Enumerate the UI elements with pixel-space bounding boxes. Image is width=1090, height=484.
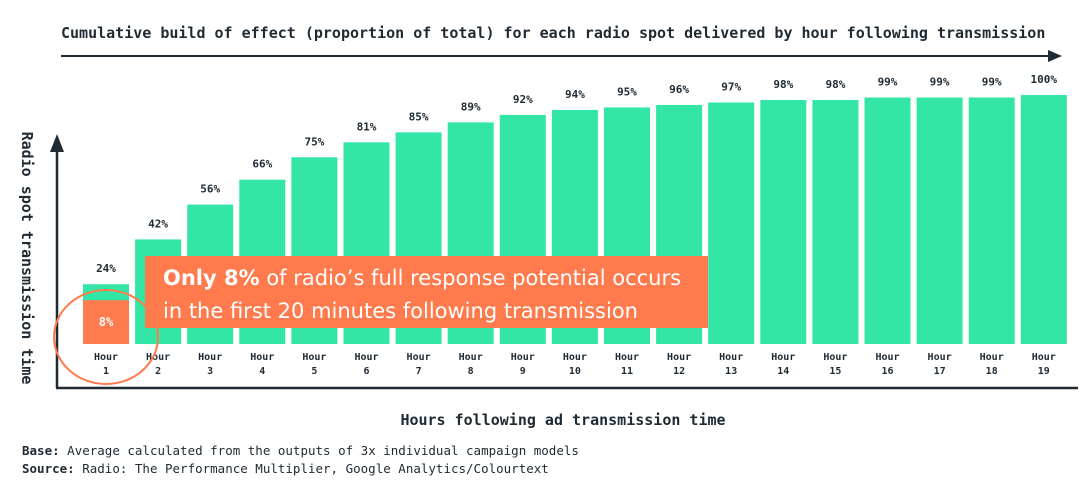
tick-label-hour-3: Hour xyxy=(198,352,222,363)
value-label-hour-10: 94% xyxy=(565,88,585,101)
footer-base-label: Base: xyxy=(22,443,60,458)
value-label-hour-11: 95% xyxy=(617,85,637,98)
value-label-hour-1: 24% xyxy=(96,262,116,275)
tick-label-hour-1: Hour xyxy=(94,352,118,363)
tick-label-hour-14: Hour xyxy=(771,352,795,363)
value-label-hour-12: 96% xyxy=(669,83,689,96)
tick-label-hour-5: Hour xyxy=(302,352,326,363)
highlight-label-hour-1: 8% xyxy=(99,315,114,329)
value-label-hour-2: 42% xyxy=(148,217,168,230)
tick-number-hour-7: 7 xyxy=(416,366,422,377)
value-label-hour-14: 98% xyxy=(773,78,793,91)
tick-label-hour-9: Hour xyxy=(511,352,535,363)
bar-hour-14 xyxy=(760,99,807,344)
footer-source-text: Radio: The Performance Multiplier, Googl… xyxy=(74,461,549,476)
tick-number-hour-9: 9 xyxy=(520,366,526,377)
tick-number-hour-18: 18 xyxy=(986,366,998,377)
bar-hour-13 xyxy=(708,102,755,344)
footer-source-label: Source: xyxy=(22,461,75,476)
callout-box xyxy=(145,256,708,328)
tick-number-hour-4: 4 xyxy=(259,366,265,377)
value-label-hour-6: 81% xyxy=(357,120,377,133)
tick-number-hour-14: 14 xyxy=(777,366,789,377)
value-label-hour-8: 89% xyxy=(461,100,481,113)
bar-hour-17 xyxy=(916,97,963,345)
tick-label-hour-7: Hour xyxy=(407,352,431,363)
value-label-hour-18: 99% xyxy=(982,75,1002,88)
tick-label-hour-16: Hour xyxy=(875,352,899,363)
bar-hour-19 xyxy=(1020,95,1067,344)
chart-title: Cumulative build of effect (proportion o… xyxy=(61,24,1045,42)
tick-label-hour-15: Hour xyxy=(823,352,847,363)
tick-number-hour-17: 17 xyxy=(934,366,946,377)
tick-label-hour-6: Hour xyxy=(354,352,378,363)
tick-number-hour-1: 1 xyxy=(103,366,109,377)
tick-label-hour-10: Hour xyxy=(563,352,587,363)
tick-number-hour-10: 10 xyxy=(569,366,581,377)
tick-label-hour-13: Hour xyxy=(719,352,743,363)
bars-group: 24% Hour 1 8% 42% Hour 2 56% Hour 3 66% Hour 4 75% Hou… xyxy=(83,73,1067,377)
tick-number-hour-6: 6 xyxy=(363,366,369,377)
tick-label-hour-18: Hour xyxy=(980,352,1004,363)
value-label-hour-5: 75% xyxy=(304,135,324,148)
value-label-hour-16: 99% xyxy=(878,75,898,88)
value-label-hour-13: 97% xyxy=(721,80,741,93)
x-axis-label: Hours following ad transmission time xyxy=(400,411,725,429)
tick-number-hour-15: 15 xyxy=(829,366,841,377)
value-label-hour-19: 100% xyxy=(1031,73,1058,86)
value-label-hour-9: 92% xyxy=(513,93,533,106)
callout-bold-text: Only 8% xyxy=(163,266,260,290)
bar-hour-18 xyxy=(968,97,1015,345)
tick-label-hour-19: Hour xyxy=(1032,352,1056,363)
tick-number-hour-19: 19 xyxy=(1038,366,1050,377)
callout-line-1: Only 8% of radio’s full response potenti… xyxy=(163,266,681,290)
tick-number-hour-13: 13 xyxy=(725,366,737,377)
value-label-hour-4: 66% xyxy=(252,158,272,171)
highlight-circle xyxy=(53,289,159,385)
tick-number-hour-8: 8 xyxy=(468,366,474,377)
callout-line-1-rest: of radio’s full response potential occur… xyxy=(260,266,681,290)
tick-label-hour-12: Hour xyxy=(667,352,691,363)
tick-number-hour-11: 11 xyxy=(621,366,633,377)
highlight-bar-hour-1 xyxy=(83,300,129,344)
tick-label-hour-8: Hour xyxy=(459,352,483,363)
bar-hour-15 xyxy=(812,99,859,344)
value-label-hour-15: 98% xyxy=(825,78,845,91)
y-axis-arrow-icon xyxy=(50,134,64,152)
value-label-hour-17: 99% xyxy=(930,75,950,88)
value-label-hour-7: 85% xyxy=(409,110,429,123)
footer-source: Source: Radio: The Performance Multiplie… xyxy=(22,461,549,476)
y-axis-label: Radio spot transmission time xyxy=(18,132,36,385)
bar-hour-16 xyxy=(864,97,911,345)
tick-label-hour-2: Hour xyxy=(146,352,170,363)
callout-line-2: in the first 20 minutes following transm… xyxy=(163,299,638,323)
tick-label-hour-17: Hour xyxy=(928,352,952,363)
tick-number-hour-12: 12 xyxy=(673,366,685,377)
tick-label-hour-4: Hour xyxy=(250,352,274,363)
footer-base: Base: Average calculated from the output… xyxy=(22,443,579,458)
tick-number-hour-3: 3 xyxy=(207,366,213,377)
footer-base-text: Average calculated from the outputs of 3… xyxy=(59,443,579,458)
tick-number-hour-16: 16 xyxy=(881,366,893,377)
value-label-hour-3: 56% xyxy=(200,183,220,196)
tick-number-hour-2: 2 xyxy=(155,366,161,377)
tick-number-hour-5: 5 xyxy=(311,366,317,377)
top-arrow-head-icon xyxy=(1048,50,1062,62)
tick-label-hour-11: Hour xyxy=(615,352,639,363)
